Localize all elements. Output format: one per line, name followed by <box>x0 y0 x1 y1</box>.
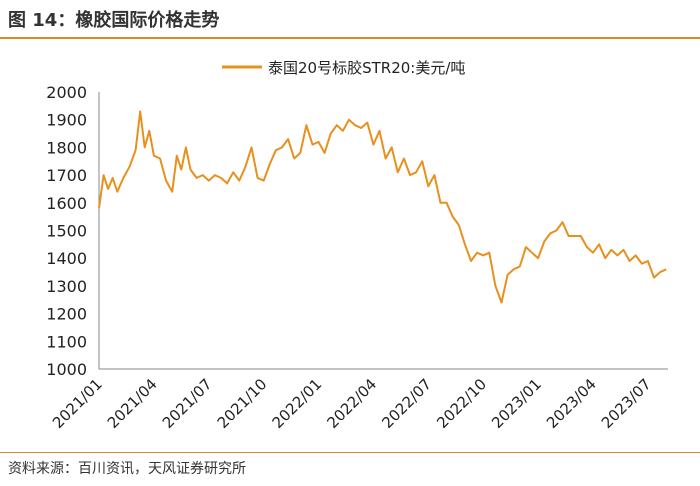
x-tick-label: 2021/01 <box>49 375 106 432</box>
rubber-price-line-chart: 1000 1100 1200 1300 1400 1500 1600 1700 1800 1900… <box>46 59 668 432</box>
footer-divider <box>0 452 700 453</box>
y-tick-label: 1600 <box>46 194 87 213</box>
y-tick-label: 1000 <box>46 360 87 379</box>
x-tick-label: 2022/04 <box>323 375 380 432</box>
figure-title: 图 14：橡胶国际价格走势 <box>8 10 220 31</box>
y-tick-label: 1500 <box>46 222 87 241</box>
y-tick-label: 1900 <box>46 111 87 130</box>
x-tick-label: 2021/07 <box>159 375 216 432</box>
y-tick-label: 2000 <box>46 83 87 102</box>
source-note: 资料来源：百川资讯，天风证券研究所 <box>8 461 246 477</box>
y-tick-label: 1700 <box>46 166 87 185</box>
x-tick-label: 2022/01 <box>269 375 326 432</box>
y-tick-label: 1800 <box>46 138 87 157</box>
y-tick-label: 1400 <box>46 249 87 268</box>
x-tick-label: 2021/10 <box>214 375 271 432</box>
title-divider <box>0 37 700 39</box>
series-line-str20 <box>98 110 667 304</box>
y-tick-label: 1200 <box>46 305 87 324</box>
x-tick-label: 2022/10 <box>433 375 490 432</box>
y-tick-label: 1300 <box>46 277 87 296</box>
x-tick-label: 2021/04 <box>104 375 161 432</box>
x-tick-label: 2022/07 <box>378 375 435 432</box>
legend-label: 泰国20号标胶STR20:美元/吨 <box>268 59 465 77</box>
report-header: 图 14：橡胶国际价格走势 <box>0 0 700 39</box>
x-tick-label: 2023/04 <box>543 375 600 432</box>
x-tick-label: 2023/01 <box>488 375 545 432</box>
x-tick-label: 2023/07 <box>598 375 655 432</box>
y-tick-label: 1100 <box>46 332 87 351</box>
